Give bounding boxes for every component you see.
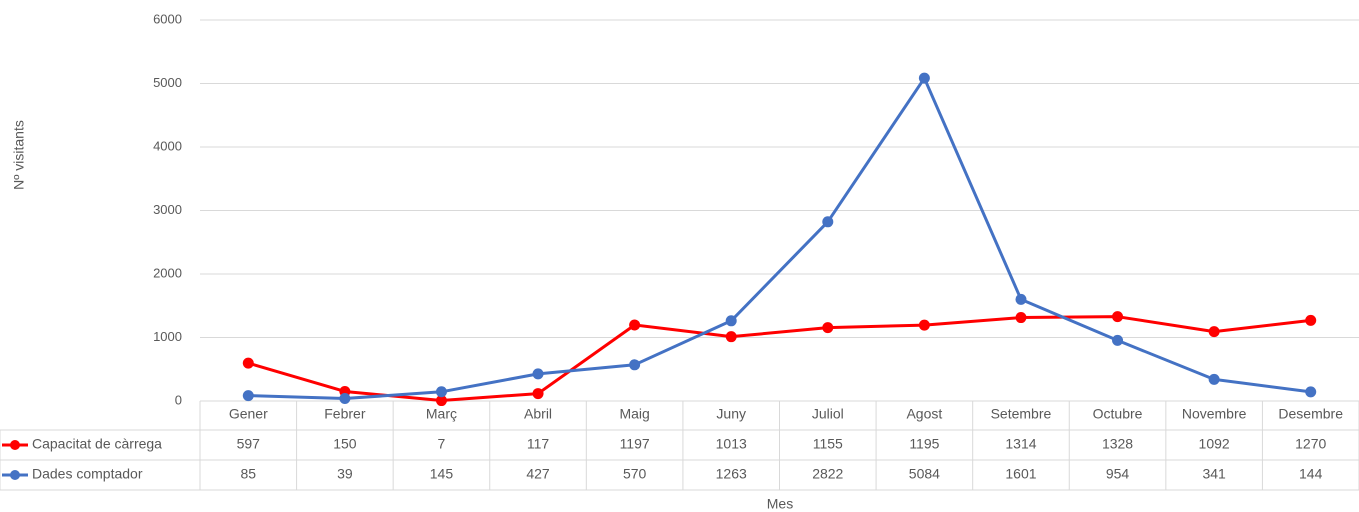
legend-label: Capacitat de càrrega — [32, 436, 162, 452]
x-tick-label: Juny — [716, 406, 746, 422]
data-point — [1305, 314, 1317, 326]
table-value: 1314 — [1005, 436, 1036, 452]
y-tick-label: 1000 — [153, 329, 182, 344]
data-point — [1112, 334, 1124, 346]
table-value: 1328 — [1102, 436, 1133, 452]
data-point — [629, 319, 641, 331]
y-tick-label: 5000 — [153, 75, 182, 90]
data-point — [1112, 311, 1124, 323]
x-axis-title: Mes — [767, 496, 793, 512]
table-value: 341 — [1202, 466, 1226, 482]
y-tick-label: 3000 — [153, 202, 182, 217]
table-value: 1013 — [716, 436, 747, 452]
data-point — [242, 357, 254, 369]
table-value: 1270 — [1295, 436, 1326, 452]
table-value: 1092 — [1199, 436, 1230, 452]
legend-marker — [10, 440, 20, 450]
table-value: 1601 — [1005, 466, 1036, 482]
x-tick-label: Novembre — [1182, 406, 1247, 422]
series-line — [247, 315, 1311, 403]
data-point — [435, 386, 447, 398]
table-value: 5084 — [909, 466, 940, 482]
y-tick-label: 0 — [175, 392, 182, 407]
data-point — [339, 393, 351, 405]
table-value: 427 — [526, 466, 550, 482]
x-tick-label: Gener — [229, 406, 268, 422]
legend-label: Dades comptador — [32, 466, 143, 482]
series-line — [248, 76, 1311, 401]
y-tick-label: 6000 — [153, 11, 182, 26]
data-point — [918, 72, 930, 84]
data-point — [629, 359, 641, 371]
table-value: 7 — [438, 436, 446, 452]
table-value: 954 — [1106, 466, 1130, 482]
data-point — [532, 388, 544, 400]
data-point — [1305, 386, 1317, 398]
data-point — [1015, 293, 1027, 305]
table-value: 597 — [237, 436, 261, 452]
y-tick-label: 2000 — [153, 265, 182, 280]
legend-marker — [10, 470, 20, 480]
table-value: 1263 — [716, 466, 747, 482]
data-point — [1208, 326, 1220, 338]
y-tick-label: 4000 — [153, 138, 182, 153]
x-tick-label: Agost — [906, 406, 942, 422]
data-point — [725, 315, 737, 327]
x-tick-label: Desembre — [1278, 406, 1343, 422]
table-value: 1197 — [620, 436, 650, 452]
table-value: 570 — [623, 466, 647, 482]
x-tick-label: Setembre — [991, 406, 1052, 422]
data-point — [1015, 312, 1027, 324]
x-tick-label: Febrer — [324, 406, 366, 422]
table-value: 85 — [241, 466, 257, 482]
table-value: 145 — [430, 466, 454, 482]
data-point — [242, 390, 254, 402]
x-tick-label: Març — [426, 406, 457, 422]
x-tick-label: Maig — [619, 406, 649, 422]
table-value: 39 — [337, 466, 353, 482]
x-tick-label: Octubre — [1093, 406, 1143, 422]
data-point — [918, 319, 930, 331]
data-point — [1208, 373, 1220, 385]
y-axis-title: Nº visitants — [11, 120, 27, 190]
data-point — [725, 331, 737, 343]
table-value: 150 — [333, 436, 357, 452]
table-value: 2822 — [812, 466, 843, 482]
data-point — [822, 322, 834, 334]
table-value: 144 — [1299, 466, 1323, 482]
data-point — [822, 216, 834, 228]
data-point — [532, 368, 544, 380]
data-point — [435, 395, 447, 407]
table-value: 117 — [527, 436, 550, 452]
x-tick-label: Juliol — [812, 406, 844, 422]
table-value: 1155 — [813, 436, 843, 452]
table-value: 1195 — [909, 436, 939, 452]
x-tick-label: Abril — [524, 406, 552, 422]
